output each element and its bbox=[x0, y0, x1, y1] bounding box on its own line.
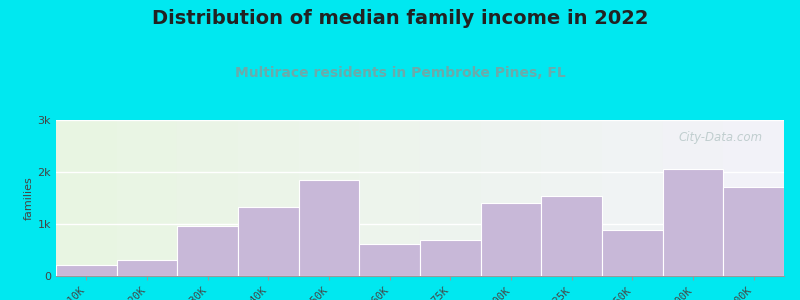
Bar bbox=[723, 120, 784, 276]
Bar bbox=[178, 226, 238, 276]
Bar bbox=[723, 187, 784, 276]
Bar bbox=[117, 120, 178, 276]
Bar bbox=[662, 169, 723, 276]
Bar bbox=[420, 240, 481, 276]
Bar bbox=[238, 207, 298, 276]
Bar bbox=[56, 265, 117, 276]
Text: Distribution of median family income in 2022: Distribution of median family income in … bbox=[152, 9, 648, 28]
Bar bbox=[420, 120, 481, 276]
Bar bbox=[662, 120, 723, 276]
Bar bbox=[359, 244, 420, 276]
Bar bbox=[298, 120, 359, 276]
Bar bbox=[481, 203, 542, 276]
Y-axis label: families: families bbox=[23, 176, 34, 220]
Bar bbox=[542, 196, 602, 276]
Text: Multirace residents in Pembroke Pines, FL: Multirace residents in Pembroke Pines, F… bbox=[234, 66, 566, 80]
Bar bbox=[602, 230, 662, 276]
Bar bbox=[542, 120, 602, 276]
Bar bbox=[238, 120, 298, 276]
Bar bbox=[178, 120, 238, 276]
Bar bbox=[602, 120, 662, 276]
Text: City-Data.com: City-Data.com bbox=[678, 131, 762, 144]
Bar bbox=[298, 180, 359, 276]
Bar bbox=[56, 120, 117, 276]
Bar bbox=[481, 120, 542, 276]
Bar bbox=[117, 260, 178, 276]
Bar bbox=[359, 120, 420, 276]
